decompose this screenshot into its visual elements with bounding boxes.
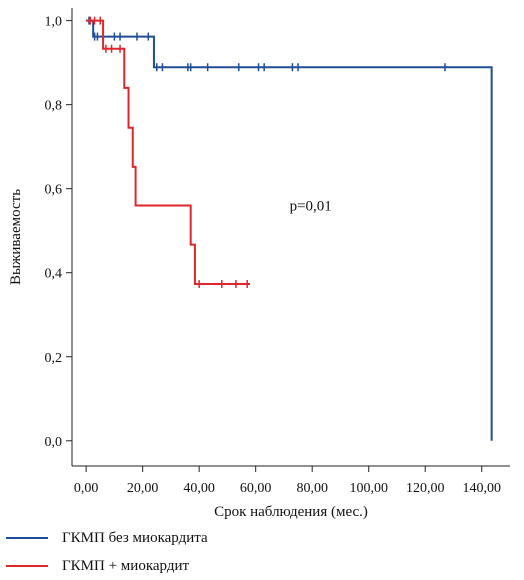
legend-swatch-blue	[6, 537, 48, 539]
p-value-annotation: p=0,01	[290, 198, 332, 214]
x-ticks: 0,00 20,00 40,00 60,00 80,00 100,00 120,00 140,…	[74, 466, 501, 496]
x-tick-label: 140,00	[462, 481, 501, 496]
legend-swatch-red	[6, 565, 48, 567]
x-tick-label: 100,00	[349, 481, 388, 496]
y-tick-label: 0,4	[45, 267, 63, 282]
y-tick-label: 1,0	[45, 15, 63, 30]
legend-label: ГКМП без миокардита	[62, 530, 208, 546]
series-line	[86, 19, 251, 286]
legend-label: ГКМП + миокардит	[62, 558, 190, 574]
x-tick-label: 40,00	[183, 481, 215, 496]
y-tick-label: 0,2	[45, 351, 63, 366]
x-tick-label: 120,00	[406, 481, 445, 496]
x-tick-label: 60,00	[240, 481, 272, 496]
x-tick-label: 80,00	[296, 481, 328, 496]
axes: 0,00 20,00 40,00 60,00 80,00 100,00 120,00 140,…	[45, 8, 510, 496]
y-axis-title: Выживаемость	[8, 189, 24, 285]
y-tick-label: 0,8	[45, 99, 63, 114]
x-axis-title: Срок наблюдения (мес.)	[214, 504, 368, 520]
x-tick-label: 0,00	[74, 481, 99, 496]
y-tick-label: 0,0	[45, 435, 63, 450]
y-ticks: 0,0 0,2 0,4 0,6 0,8 1,0	[45, 15, 72, 450]
series-layer	[86, 16, 493, 441]
series-line	[86, 19, 493, 441]
series-group	[86, 16, 251, 289]
legend-item-myocarditis: ГКМП + миокардит	[0, 556, 400, 576]
x-tick-label: 20,00	[127, 481, 159, 496]
y-tick-label: 0,6	[45, 183, 63, 198]
legend-item-no-myocarditis: ГКМП без миокардита	[0, 528, 400, 548]
series-group	[86, 16, 493, 441]
